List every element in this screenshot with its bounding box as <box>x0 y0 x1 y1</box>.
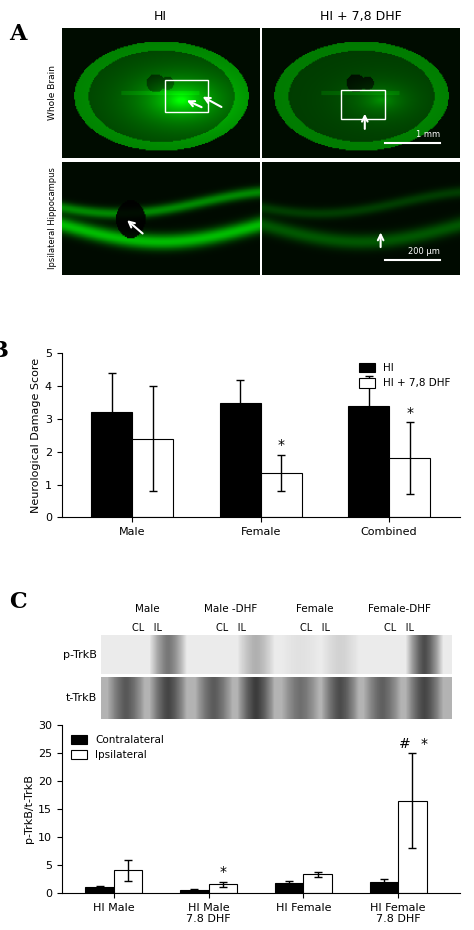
Text: CL   IL: CL IL <box>384 623 414 632</box>
Text: Male: Male <box>135 604 159 614</box>
Bar <box>370 882 398 893</box>
Y-axis label: Neurological Damage Score: Neurological Damage Score <box>31 358 41 513</box>
Text: Ipsilateral Hippocampus: Ipsilateral Hippocampus <box>48 167 57 270</box>
Bar <box>275 883 303 893</box>
Text: HI: HI <box>154 10 167 23</box>
Legend: Contralateral, Ipsilateral: Contralateral, Ipsilateral <box>67 730 168 764</box>
Text: #: # <box>399 737 410 751</box>
Text: Female-DHF: Female-DHF <box>368 604 431 614</box>
Text: t-TrkB: t-TrkB <box>65 693 97 703</box>
Text: *: * <box>406 405 413 419</box>
Bar <box>91 412 132 517</box>
Bar <box>209 884 237 893</box>
Bar <box>164 80 208 113</box>
Bar <box>85 887 114 893</box>
Bar <box>219 403 261 517</box>
Text: B: B <box>0 340 9 363</box>
Text: Whole Brain: Whole Brain <box>48 65 57 120</box>
Text: CL   IL: CL IL <box>216 623 246 632</box>
Bar <box>114 870 142 893</box>
Text: CL   IL: CL IL <box>300 623 330 632</box>
Bar <box>261 473 302 517</box>
Text: HI + 7,8 DHF: HI + 7,8 DHF <box>320 10 401 23</box>
Text: A: A <box>9 23 27 46</box>
Text: *: * <box>278 438 285 453</box>
Y-axis label: p-TrkB/t-TrkB: p-TrkB/t-TrkB <box>24 775 34 844</box>
Text: Male -DHF: Male -DHF <box>204 604 258 614</box>
Text: 200 μm: 200 μm <box>408 247 440 256</box>
Bar <box>303 874 332 893</box>
Text: Female: Female <box>296 604 334 614</box>
Text: CL   IL: CL IL <box>132 623 162 632</box>
Text: p-TrkB: p-TrkB <box>63 650 97 659</box>
Legend: HI, HI + 7,8 DHF: HI, HI + 7,8 DHF <box>355 359 455 392</box>
Bar <box>132 439 173 517</box>
Bar <box>180 890 209 893</box>
Text: C: C <box>9 591 27 613</box>
Bar <box>389 458 430 517</box>
Text: 1 mm: 1 mm <box>416 130 440 139</box>
Text: *: * <box>219 866 226 880</box>
Bar <box>398 801 427 893</box>
Bar <box>341 90 384 119</box>
Bar <box>348 405 389 517</box>
Text: *: * <box>420 737 427 751</box>
